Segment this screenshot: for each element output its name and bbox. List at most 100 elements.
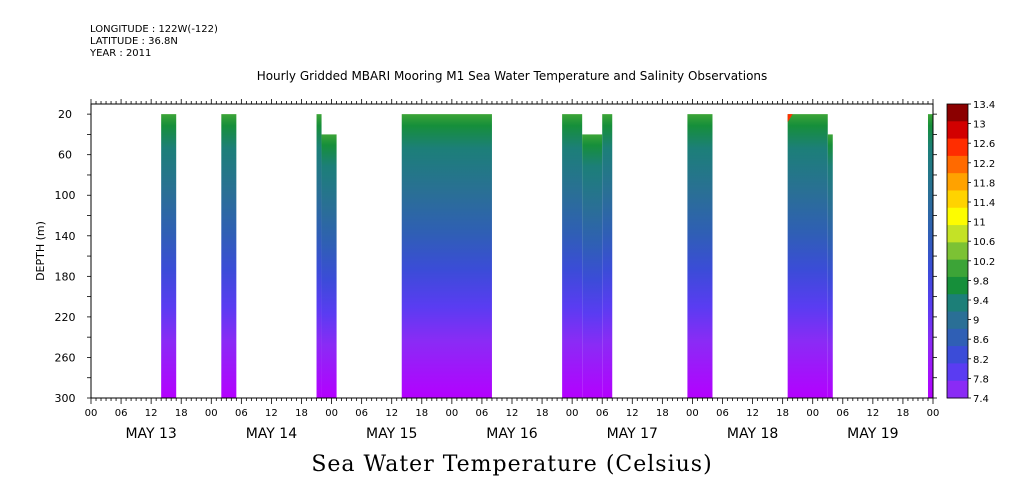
latitude-label: LATITUDE : 36.8N [90, 36, 178, 47]
x-hour-tick-label: 00 [325, 408, 338, 419]
colorbar-label: 10.6 [973, 237, 995, 248]
x-hour-tick-label: 00 [686, 408, 699, 419]
colorbar-label: 12.6 [973, 139, 995, 150]
colorbar-swatch [947, 380, 968, 399]
colorbar-label: 7.4 [973, 394, 989, 405]
y-tick-label: 300 [55, 392, 76, 405]
x-hour-tick-label: 18 [415, 408, 428, 419]
colorbar: 13.4 13 12.6 12.2 11.8 11.4 11 10.6 10.2 9.8 9.4 9 8… [946, 100, 995, 405]
x-hour-tick-label: 12 [145, 408, 158, 419]
x-hour-tick-label: 18 [897, 408, 910, 419]
colorbar-swatch [947, 311, 968, 330]
colorbar-label: 13.4 [973, 100, 995, 111]
y-tick-label: 20 [58, 108, 72, 121]
y-axis-label: DEPTH (m) [34, 221, 47, 281]
x-hour-tick-label: 00 [927, 408, 940, 419]
data-segment [316, 114, 322, 398]
x-hour-tick-label: 06 [596, 408, 609, 419]
colorbar-swatch [947, 104, 968, 122]
quantity-label: Sea Water Temperature (Celsius) [311, 452, 713, 477]
colorbar-label: 8.6 [973, 335, 989, 346]
data-segment [602, 114, 613, 398]
x-hour-tick-label: 00 [445, 408, 458, 419]
x-hour-tick-label: 12 [385, 408, 398, 419]
colorbar-label: 9.8 [973, 276, 989, 287]
colorbar-label: 11.4 [973, 198, 995, 209]
colorbar-label: 13 [973, 120, 986, 131]
x-hour-tick-label: 18 [295, 408, 308, 419]
x-hour-tick-label: 12 [265, 408, 278, 419]
x-hour-tick-label: 00 [806, 408, 819, 419]
y-tick-label: 260 [55, 351, 76, 364]
x-day-label: MAY 18 [727, 426, 778, 442]
y-tick-label: 140 [55, 230, 76, 243]
x-hour-tick-label: 06 [235, 408, 248, 419]
x-hour-tick-label: 06 [476, 408, 489, 419]
colorbar-label: 11.8 [973, 178, 995, 189]
y-tick-label: 220 [55, 311, 76, 324]
x-day-label: MAY 16 [486, 426, 537, 442]
x-hour-tick-label: 06 [716, 408, 729, 419]
x-hour-tick-label: 18 [776, 408, 789, 419]
x-hour-tick-label: 12 [866, 408, 879, 419]
data-segment [787, 114, 828, 398]
x-hour-tick-label: 00 [85, 408, 98, 419]
x-hour-tick-label: 00 [566, 408, 579, 419]
x-day-label: MAY 17 [607, 426, 658, 442]
data-segment [161, 114, 177, 398]
colorbar-swatch [947, 242, 968, 261]
x-hour-tick-label: 06 [115, 408, 128, 419]
x-hour-tick-label: 00 [205, 408, 218, 419]
colorbar-label: 10.2 [973, 257, 995, 268]
longitude-label: LONGITUDE : 122W(-122) [90, 24, 218, 35]
x-day-label: MAY 14 [246, 426, 297, 442]
x-day-label: MAY 19 [847, 426, 898, 442]
x-hour-tick-label: 12 [506, 408, 519, 419]
colorbar-swatch [947, 173, 968, 191]
y-tick-label: 180 [55, 270, 76, 283]
y-tick-label: 60 [58, 149, 72, 162]
data-segment [687, 114, 713, 398]
colorbar-label: 8.2 [973, 355, 989, 366]
x-hour-tick-label: 06 [355, 408, 368, 419]
colorbar-swatch [947, 346, 968, 364]
axes: 00 06 12 18 00 06 12 18 00 06 12 18 00 06 12 18 00 06 12 18… [34, 99, 939, 442]
colorbar-label: 9 [973, 316, 979, 327]
year-label: YEAR : 2011 [90, 48, 152, 59]
colorbar-swatch [947, 138, 968, 157]
data-segment [827, 134, 833, 398]
chart-title: Hourly Gridded MBARI Mooring M1 Sea Wate… [256, 69, 768, 83]
data-segment [321, 134, 337, 398]
x-day-label: MAY 15 [366, 426, 417, 442]
data-segment [221, 114, 237, 398]
x-day-label: MAY 13 [125, 426, 176, 442]
colorbar-label: 11 [973, 218, 986, 229]
data-segment [401, 114, 492, 398]
data-segment [582, 134, 603, 398]
colorbar-swatch [947, 190, 968, 209]
data-segment [562, 114, 583, 398]
x-hour-tick-label: 18 [175, 408, 188, 419]
data-segment [927, 114, 933, 398]
colorbar-swatch [947, 276, 968, 295]
plot-area [161, 114, 933, 398]
x-hour-tick-label: 06 [836, 408, 849, 419]
colorbar-swatch [947, 155, 968, 174]
colorbar-swatch [947, 207, 968, 226]
colorbar-label: 12.2 [973, 159, 995, 170]
colorbar-swatch [947, 225, 968, 243]
x-hour-tick-label: 18 [656, 408, 669, 419]
warm-spot [787, 114, 793, 123]
colorbar-swatch [947, 363, 968, 382]
x-hour-tick-label: 12 [746, 408, 759, 419]
x-hour-tick-label: 12 [626, 408, 639, 419]
colorbar-swatch [947, 294, 968, 313]
y-tick-label: 100 [55, 189, 76, 202]
colorbar-frame [946, 103, 969, 399]
colorbar-label: 9.4 [973, 296, 989, 307]
colorbar-swatch [947, 328, 968, 347]
colorbar-swatch [947, 121, 968, 140]
colorbar-swatch [947, 259, 968, 278]
x-hour-tick-label: 18 [536, 408, 549, 419]
